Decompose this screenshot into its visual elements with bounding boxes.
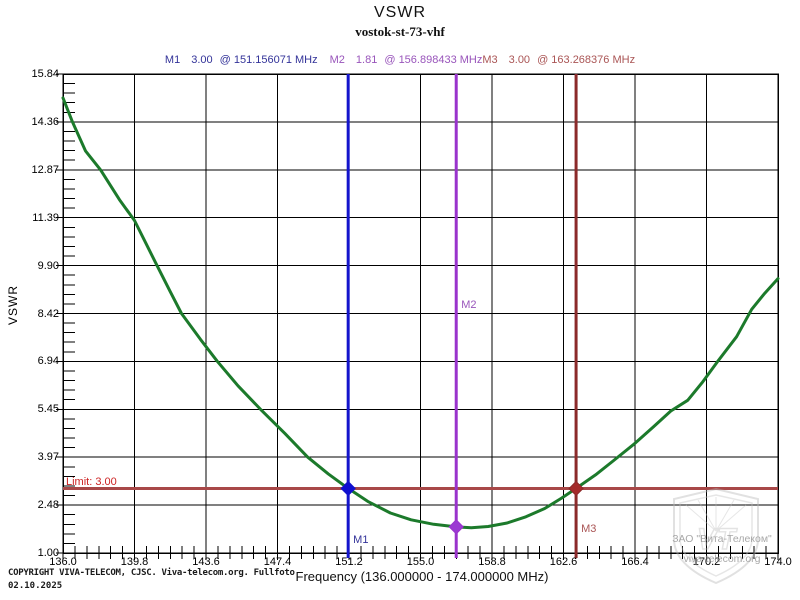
marker-readout-m3-fq: @ 163.268376 MHz [537, 54, 636, 66]
x-tick-label: 166.4 [621, 556, 649, 568]
watermark-site-text: viva-telecom.org [683, 553, 761, 565]
plot-border [62, 73, 779, 554]
x-tick-label: 147.4 [263, 556, 292, 568]
x-tick-label: 174.0 [764, 556, 792, 568]
marker-readout-m2-fq: @ 156.898433 MHz [384, 54, 483, 66]
marker-label-m2: M2 [461, 299, 477, 311]
x-axis-label: Frequency (136.000000 - 174.000000 MHz) [295, 569, 549, 584]
page-title: VSWR [374, 4, 426, 21]
marker-label-m3: M3 [581, 523, 597, 535]
marker-label-m1: M1 [353, 534, 369, 546]
copyright-text: COPYRIGHT VIVA-TELECOM, CJSC. Viva-telec… [8, 568, 295, 578]
x-tick-label: 155.0 [406, 556, 435, 568]
marker-readout-m3: M3 3.00 @ 163.268376 MHz [482, 54, 635, 66]
marker-readout-m1-vl: 3.00 [191, 54, 213, 66]
x-tick-label: 158.8 [478, 556, 506, 568]
marker-diamond-m2[interactable] [448, 519, 464, 535]
marker-diamond-m1[interactable] [340, 480, 356, 497]
watermark-company-text: ЗАО "Вита-Телеком" [672, 533, 772, 545]
y-tick-label: 6.94 [37, 355, 59, 368]
y-tick-label: 9.90 [37, 259, 59, 272]
date-text: 02.10.2025 [8, 581, 63, 591]
y-tick-label: 8.42 [37, 307, 59, 320]
y-tick-label: 3.97 [37, 451, 59, 464]
y-tick-label: 5.45 [37, 403, 59, 416]
marker-diamond-m3[interactable] [568, 480, 584, 497]
marker-readout-m2: M2 1.81 @ 156.898433 MHz [330, 54, 483, 66]
x-tick-label: 170.2 [692, 556, 721, 568]
x-tick-label: 136.0 [49, 556, 77, 568]
limit-line-label: Limit: 3.00 [66, 476, 117, 488]
vswr-curve [61, 96, 780, 530]
marker-readout-m1: M1 3.00 @ 151.156071 MHz [165, 54, 318, 66]
x-tick-label: 162.6 [549, 556, 578, 568]
y-tick-label: 15.84 [31, 68, 59, 80]
y-tick-label: 1.00 [37, 547, 59, 559]
marker-readout-m3-nm: M3 [482, 54, 498, 66]
y-tick-label: 2.48 [37, 499, 59, 512]
antenna-name-subtitle: vostok-st-73-vhf [355, 24, 445, 39]
y-axis-label: VSWR [6, 285, 20, 325]
shield-logo-icon: VT [673, 487, 759, 585]
svg-text:VT: VT [697, 523, 738, 556]
x-tick-label: 143.6 [192, 556, 220, 568]
marker-readout-m1-fq: @ 151.156071 MHz [219, 54, 318, 66]
y-tick-label: 12.87 [31, 163, 59, 176]
x-tick-label: 139.8 [120, 556, 149, 568]
marker-readout-m3-vl: 3.00 [508, 54, 531, 66]
marker-readout-m1-nm: M1 [164, 54, 181, 66]
watermark: VT ЗАО "Вита-Телеком" viva-telecom.org [662, 455, 782, 590]
marker-readout-m2-vl: 1.81 [355, 54, 378, 66]
x-tick-label: 151.2 [335, 556, 363, 568]
marker-readout-m2-nm: M2 [329, 54, 345, 66]
y-tick-label: 11.39 [32, 211, 59, 224]
y-tick-label: 14.36 [31, 115, 59, 128]
markers-readout-row: M1 3.00 @ 151.156071 MHz M2 1.81 @ 156.898433… [0, 54, 800, 66]
